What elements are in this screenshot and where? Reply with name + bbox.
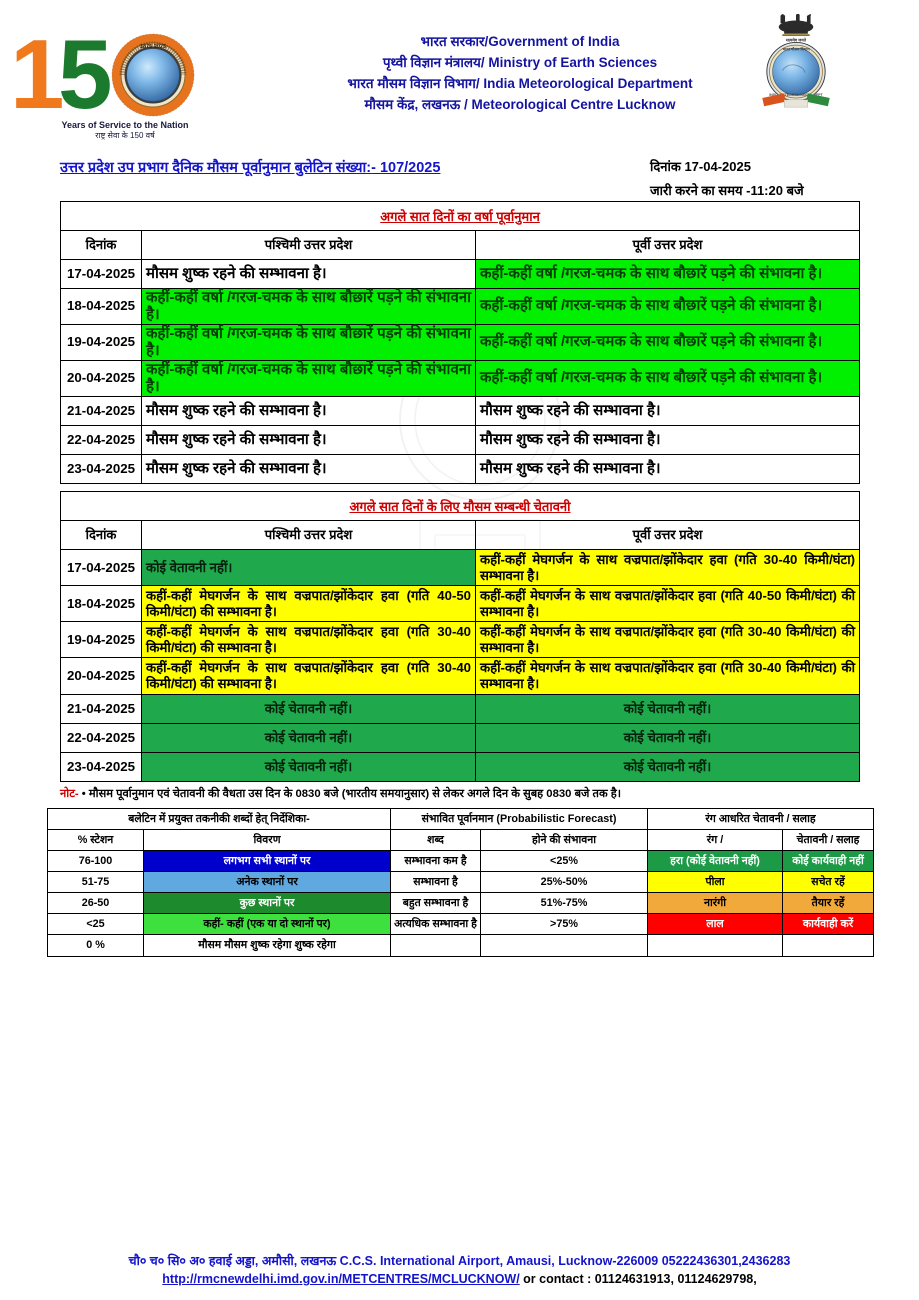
svg-text:5: 5	[58, 28, 113, 123]
svg-text:1: 1	[10, 28, 65, 123]
svg-text:सत्यमेव जयते: सत्यमेव जयते	[785, 38, 807, 43]
svg-text:1875 2025: 1875 2025	[140, 44, 166, 50]
svg-text:भारत मौसम विभाग: भारत मौसम विभाग	[782, 47, 810, 52]
